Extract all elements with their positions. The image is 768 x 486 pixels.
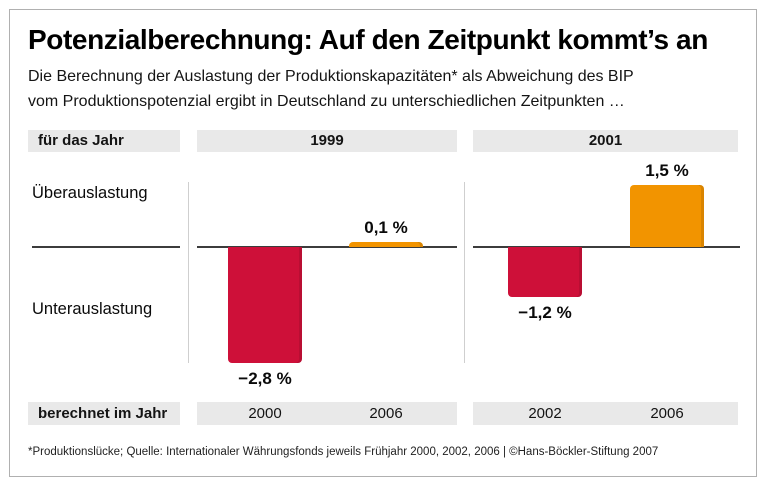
subtitle-line-2: vom Produktionspotenzial ergibt in Deuts… bbox=[28, 93, 625, 110]
chart-title: Potenzialberechnung: Auf den Zeitpunkt k… bbox=[28, 24, 708, 55]
bar-2001-calc-2002 bbox=[508, 247, 582, 297]
zero-axis-line bbox=[197, 246, 457, 248]
header-row-label: für das Jahr bbox=[28, 130, 180, 152]
bottom-box-2001 bbox=[473, 402, 738, 425]
calc-year-cell: 2000 bbox=[248, 405, 282, 422]
header-group-1999: 1999 bbox=[197, 130, 457, 152]
bar-value-label: 0,1 % bbox=[364, 218, 408, 237]
section-divider bbox=[464, 182, 465, 363]
bar-1999-calc-2006 bbox=[349, 242, 423, 247]
calc-year-cell: 2006 bbox=[369, 405, 403, 422]
negative-region-label: Unterauslastung bbox=[32, 300, 153, 318]
source-note: *Produktionslücke; Quelle: International… bbox=[28, 446, 659, 458]
positive-region-label: Überauslastung bbox=[32, 184, 148, 202]
bottom-row-label: berechnet im Jahr bbox=[28, 402, 180, 425]
zero-axis-line bbox=[32, 246, 180, 248]
header-group-2001: 2001 bbox=[473, 130, 738, 152]
bottom-box-1999 bbox=[197, 402, 457, 425]
bar-value-label: −1,2 % bbox=[518, 303, 572, 322]
subtitle-line-1: Die Berechnung der Auslastung der Produk… bbox=[28, 68, 634, 85]
bar-value-label: −2,8 % bbox=[238, 369, 292, 388]
bar-1999-calc-2000 bbox=[228, 247, 302, 363]
chart-subtitle: Die Berechnung der Auslastung der Produk… bbox=[28, 64, 634, 114]
bar-2001-calc-2006 bbox=[630, 185, 704, 247]
bar-value-label: 1,5 % bbox=[645, 161, 689, 180]
zero-axis-line bbox=[473, 246, 740, 248]
calc-year-cell: 2006 bbox=[650, 405, 684, 422]
calc-year-cell: 2002 bbox=[528, 405, 562, 422]
section-divider bbox=[188, 182, 189, 363]
